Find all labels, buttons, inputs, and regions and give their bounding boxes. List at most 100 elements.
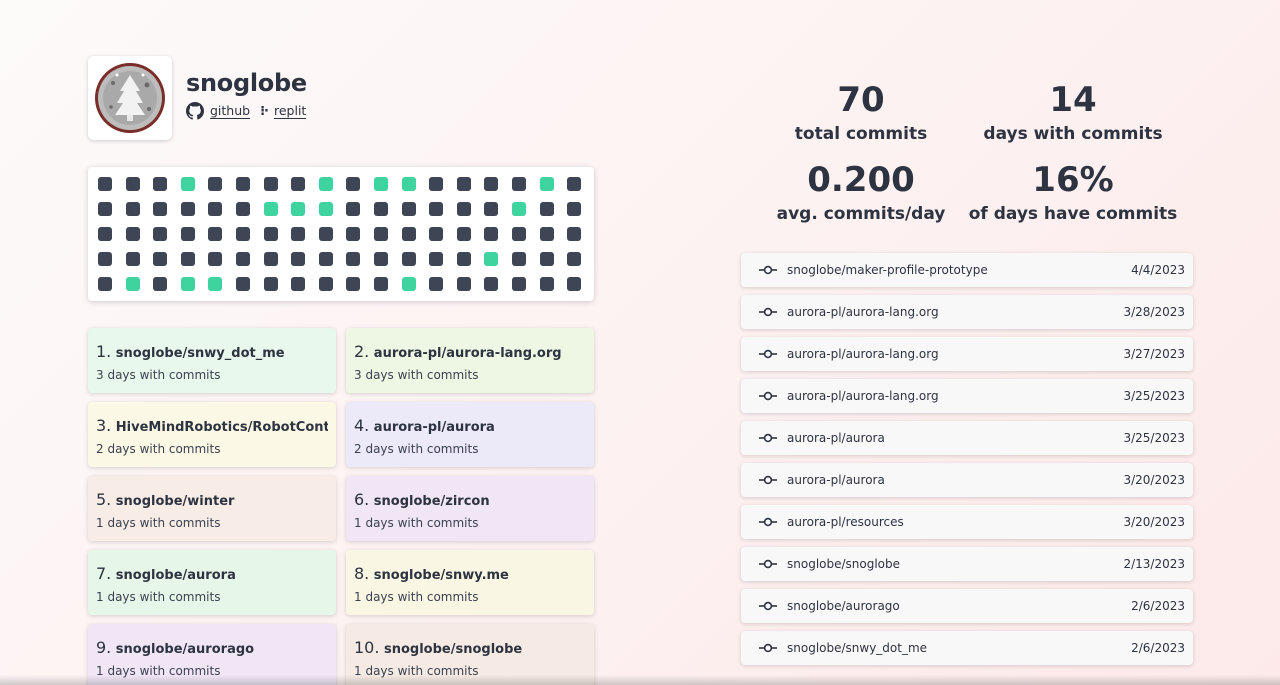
activity-cell[interactable] bbox=[263, 252, 278, 266]
repo-card[interactable]: 10. snoglobe/snoglobe 1 days with commits bbox=[346, 624, 594, 685]
activity-cell[interactable] bbox=[291, 227, 306, 241]
activity-cell-active[interactable] bbox=[180, 177, 195, 191]
activity-cell[interactable] bbox=[456, 202, 471, 216]
activity-cell-active[interactable] bbox=[401, 277, 416, 291]
commit-row[interactable]: aurora-pl/resources 3/20/2023 bbox=[741, 505, 1193, 539]
activity-cell[interactable] bbox=[484, 277, 499, 291]
activity-cell-active[interactable] bbox=[318, 177, 333, 191]
activity-cell-active[interactable] bbox=[180, 277, 195, 291]
commit-row[interactable]: snoglobe/snwy_dot_me 2/6/2023 bbox=[741, 631, 1193, 665]
activity-cell-active[interactable] bbox=[511, 202, 526, 216]
activity-cell[interactable] bbox=[125, 177, 140, 191]
activity-cell[interactable] bbox=[153, 277, 168, 291]
activity-cell[interactable] bbox=[456, 277, 471, 291]
activity-cell[interactable] bbox=[456, 177, 471, 191]
activity-cell[interactable] bbox=[567, 252, 582, 266]
activity-cell[interactable] bbox=[401, 227, 416, 241]
commit-row[interactable]: snoglobe/aurorago 2/6/2023 bbox=[741, 589, 1193, 623]
activity-cell[interactable] bbox=[346, 277, 361, 291]
activity-cell[interactable] bbox=[567, 177, 582, 191]
repo-card[interactable]: 6. snoglobe/zircon 1 days with commits bbox=[346, 476, 594, 541]
commit-row[interactable]: aurora-pl/aurora-lang.org 3/25/2023 bbox=[741, 379, 1193, 413]
repo-card[interactable]: 8. snoglobe/snwy.me 1 days with commits bbox=[346, 550, 594, 615]
activity-cell[interactable] bbox=[346, 202, 361, 216]
activity-cell[interactable] bbox=[511, 227, 526, 241]
activity-cell[interactable] bbox=[346, 177, 361, 191]
activity-cell[interactable] bbox=[208, 202, 223, 216]
activity-cell[interactable] bbox=[235, 227, 250, 241]
activity-cell[interactable] bbox=[373, 227, 388, 241]
activity-cell-active[interactable] bbox=[263, 202, 278, 216]
activity-cell[interactable] bbox=[456, 252, 471, 266]
activity-cell[interactable] bbox=[153, 202, 168, 216]
activity-cell[interactable] bbox=[235, 277, 250, 291]
activity-cell[interactable] bbox=[318, 227, 333, 241]
repo-card[interactable]: 9. snoglobe/aurorago 1 days with commits bbox=[88, 624, 336, 685]
activity-cell[interactable] bbox=[125, 227, 140, 241]
activity-cell[interactable] bbox=[346, 227, 361, 241]
activity-cell[interactable] bbox=[98, 252, 112, 266]
activity-cell[interactable] bbox=[429, 177, 444, 191]
activity-cell[interactable] bbox=[208, 177, 223, 191]
activity-cell[interactable] bbox=[98, 202, 112, 216]
activity-cell[interactable] bbox=[567, 202, 582, 216]
activity-cell[interactable] bbox=[429, 227, 444, 241]
activity-cell[interactable] bbox=[373, 277, 388, 291]
activity-cell[interactable] bbox=[456, 227, 471, 241]
activity-cell[interactable] bbox=[539, 252, 554, 266]
activity-cell-active[interactable] bbox=[484, 252, 499, 266]
activity-cell[interactable] bbox=[180, 227, 195, 241]
commit-row[interactable]: aurora-pl/aurora-lang.org 3/27/2023 bbox=[741, 337, 1193, 371]
activity-cell[interactable] bbox=[429, 252, 444, 266]
repo-card[interactable]: 2. aurora-pl/aurora-lang.org 3 days with … bbox=[346, 328, 594, 393]
commit-row[interactable]: snoglobe/snoglobe 2/13/2023 bbox=[741, 547, 1193, 581]
repo-card[interactable]: 1. snoglobe/snwy_dot_me 3 days with commi… bbox=[88, 328, 336, 393]
activity-cell-active[interactable] bbox=[208, 277, 223, 291]
commit-row[interactable]: aurora-pl/aurora-lang.org 3/28/2023 bbox=[741, 295, 1193, 329]
activity-cell[interactable] bbox=[153, 227, 168, 241]
activity-cell[interactable] bbox=[98, 277, 112, 291]
activity-cell[interactable] bbox=[484, 227, 499, 241]
activity-cell[interactable] bbox=[235, 252, 250, 266]
activity-cell[interactable] bbox=[511, 177, 526, 191]
activity-cell[interactable] bbox=[484, 202, 499, 216]
activity-cell[interactable] bbox=[125, 252, 140, 266]
activity-cell[interactable] bbox=[346, 252, 361, 266]
activity-cell[interactable] bbox=[539, 202, 554, 216]
activity-cell[interactable] bbox=[373, 202, 388, 216]
repo-card[interactable]: 3. HiveMindRobotics/RobotController 2 day… bbox=[88, 402, 336, 467]
activity-cell-active[interactable] bbox=[291, 202, 306, 216]
activity-cell[interactable] bbox=[291, 252, 306, 266]
activity-cell[interactable] bbox=[180, 252, 195, 266]
activity-cell[interactable] bbox=[511, 252, 526, 266]
activity-cell[interactable] bbox=[484, 177, 499, 191]
activity-cell[interactable] bbox=[539, 227, 554, 241]
activity-cell-active[interactable] bbox=[125, 277, 140, 291]
github-link[interactable]: github bbox=[210, 103, 251, 119]
activity-cell[interactable] bbox=[373, 252, 388, 266]
activity-cell[interactable] bbox=[263, 177, 278, 191]
activity-cell[interactable] bbox=[401, 252, 416, 266]
activity-cell[interactable] bbox=[180, 202, 195, 216]
repo-card[interactable]: 5. snoglobe/winter 1 days with commits bbox=[88, 476, 336, 541]
activity-cell[interactable] bbox=[263, 227, 278, 241]
commit-row[interactable]: snoglobe/maker-profile-prototype 4/4/2023 bbox=[741, 253, 1193, 287]
commit-row[interactable]: aurora-pl/aurora 3/20/2023 bbox=[741, 463, 1193, 497]
activity-cell[interactable] bbox=[153, 177, 168, 191]
replit-link[interactable]: replit bbox=[273, 103, 307, 119]
activity-cell[interactable] bbox=[263, 277, 278, 291]
activity-cell[interactable] bbox=[208, 227, 223, 241]
commit-row[interactable]: aurora-pl/aurora 3/25/2023 bbox=[741, 421, 1193, 455]
activity-cell[interactable] bbox=[208, 252, 223, 266]
activity-cell-active[interactable] bbox=[318, 202, 333, 216]
activity-cell[interactable] bbox=[98, 177, 112, 191]
activity-cell[interactable] bbox=[429, 202, 444, 216]
activity-cell-active[interactable] bbox=[373, 177, 388, 191]
repo-card[interactable]: 4. aurora-pl/aurora 2 days with commits bbox=[346, 402, 594, 467]
activity-cell[interactable] bbox=[539, 277, 554, 291]
activity-cell[interactable] bbox=[98, 227, 112, 241]
activity-cell[interactable] bbox=[153, 252, 168, 266]
activity-cell[interactable] bbox=[429, 277, 444, 291]
activity-cell[interactable] bbox=[318, 252, 333, 266]
activity-cell[interactable] bbox=[291, 177, 306, 191]
